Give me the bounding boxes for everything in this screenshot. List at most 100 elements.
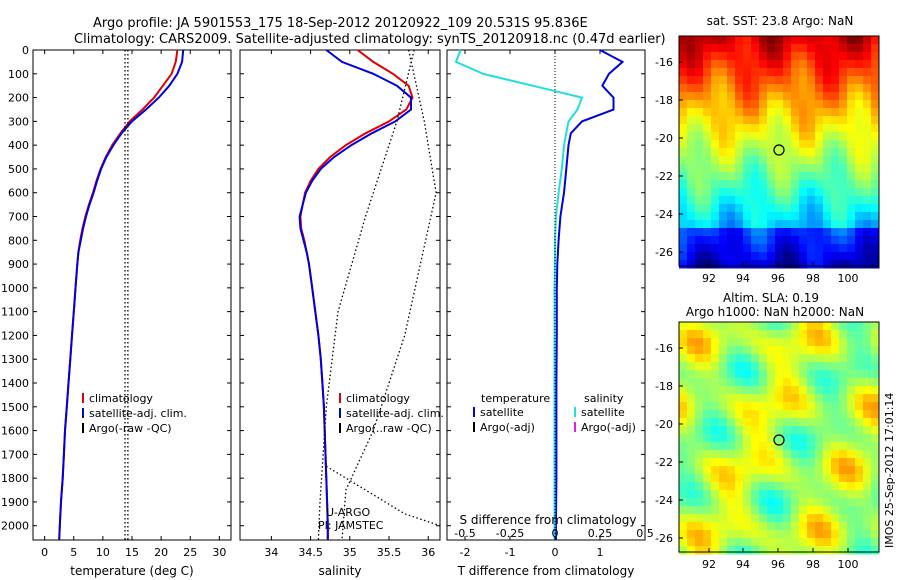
map-cell: [855, 410, 864, 419]
map-cell: [855, 116, 864, 125]
map-cell: [783, 108, 792, 117]
map-cell: [871, 220, 880, 229]
map-cell: [679, 394, 688, 403]
map-cell: [855, 338, 864, 347]
map-cell: [831, 346, 840, 355]
map-cell: [831, 68, 840, 77]
map-cell: [743, 228, 752, 237]
series-line-1: [298, 49, 412, 540]
map-cell: [727, 506, 736, 515]
map-cell: [703, 252, 712, 261]
map-cell: [831, 92, 840, 101]
map-cell: [687, 60, 696, 69]
map-cell: [783, 474, 792, 483]
map-cell: [687, 546, 696, 555]
map-cell: [751, 546, 760, 555]
map-cell: [807, 124, 816, 133]
map-cell: [775, 370, 784, 379]
map-cell: [863, 450, 872, 459]
map-cell: [735, 172, 744, 181]
map-cell: [791, 362, 800, 371]
map-cell: [855, 164, 864, 173]
map-cell: [727, 212, 736, 221]
map-cell: [863, 44, 872, 53]
x-tick-label: 0: [41, 546, 48, 559]
map-cell: [791, 60, 800, 69]
map-cell: [767, 378, 776, 387]
salinity-plot: 34 34.5 35 35.5 36climatologysatellite-adj. …: [240, 49, 444, 559]
map-cell: [855, 522, 864, 531]
map-cell: [759, 402, 768, 411]
map-cell: [831, 204, 840, 213]
map-cell: [839, 252, 848, 261]
map-cell: [791, 84, 800, 93]
map-cell: [735, 156, 744, 165]
map-cell: [727, 330, 736, 339]
map-cell: [871, 506, 880, 515]
map-cell: [775, 52, 784, 61]
map-cell: [839, 434, 848, 443]
map-cell: [687, 434, 696, 443]
map-cell: [847, 148, 856, 157]
map-cell: [831, 466, 840, 475]
map-cell: [735, 132, 744, 141]
map-cell: [823, 116, 832, 125]
map-cell: [871, 322, 880, 331]
map-cell: [839, 36, 848, 45]
map-cell: [791, 132, 800, 141]
map-cell: [727, 204, 736, 213]
map-cell: [711, 418, 720, 427]
map-cell: [695, 506, 704, 515]
map-cell: [871, 466, 880, 475]
map-cell: [743, 60, 752, 69]
map-cell: [767, 346, 776, 355]
map-cell: [735, 100, 744, 109]
map-cell: [687, 68, 696, 77]
map-cell: [711, 124, 720, 133]
map-cell: [767, 196, 776, 205]
map-cell: [687, 228, 696, 237]
map-cell: [767, 482, 776, 491]
map-cell: [839, 426, 848, 435]
map-cell: [719, 228, 728, 237]
map-cell: [679, 538, 688, 547]
map-cell: [839, 490, 848, 499]
map-cell: [711, 228, 720, 237]
map-cell: [863, 212, 872, 221]
map-cell: [751, 196, 760, 205]
difference-plot-frame: [446, 49, 646, 541]
map-cell: [783, 330, 792, 339]
map-cell: [839, 132, 848, 141]
map-cell: [775, 84, 784, 93]
map-cell: [759, 188, 768, 197]
map-cell: [695, 260, 704, 269]
map-cell: [703, 538, 712, 547]
map-cell: [783, 84, 792, 93]
map-cell: [855, 370, 864, 379]
map-cell: [679, 474, 688, 483]
map-cell: [759, 60, 768, 69]
map-cell: [751, 172, 760, 181]
map-cell: [687, 44, 696, 53]
map-cell: [711, 44, 720, 53]
map-cell: [743, 212, 752, 221]
map-cell: [743, 378, 752, 387]
map-cell: [679, 330, 688, 339]
map-cell: [823, 156, 832, 165]
map-cell: [679, 442, 688, 451]
map-cell: [679, 108, 688, 117]
map-cell: [719, 196, 728, 205]
map-cell: [679, 236, 688, 245]
map-cell: [711, 402, 720, 411]
map-cell: [687, 394, 696, 403]
map-cell: [815, 474, 824, 483]
map-cell: [759, 220, 768, 229]
map-cell: [719, 434, 728, 443]
map-cell: [719, 60, 728, 69]
map-cell: [831, 196, 840, 205]
map-cell: [815, 522, 824, 531]
map-cell: [751, 164, 760, 173]
map-cell: [863, 338, 872, 347]
x-tick-label: 10: [96, 546, 110, 559]
